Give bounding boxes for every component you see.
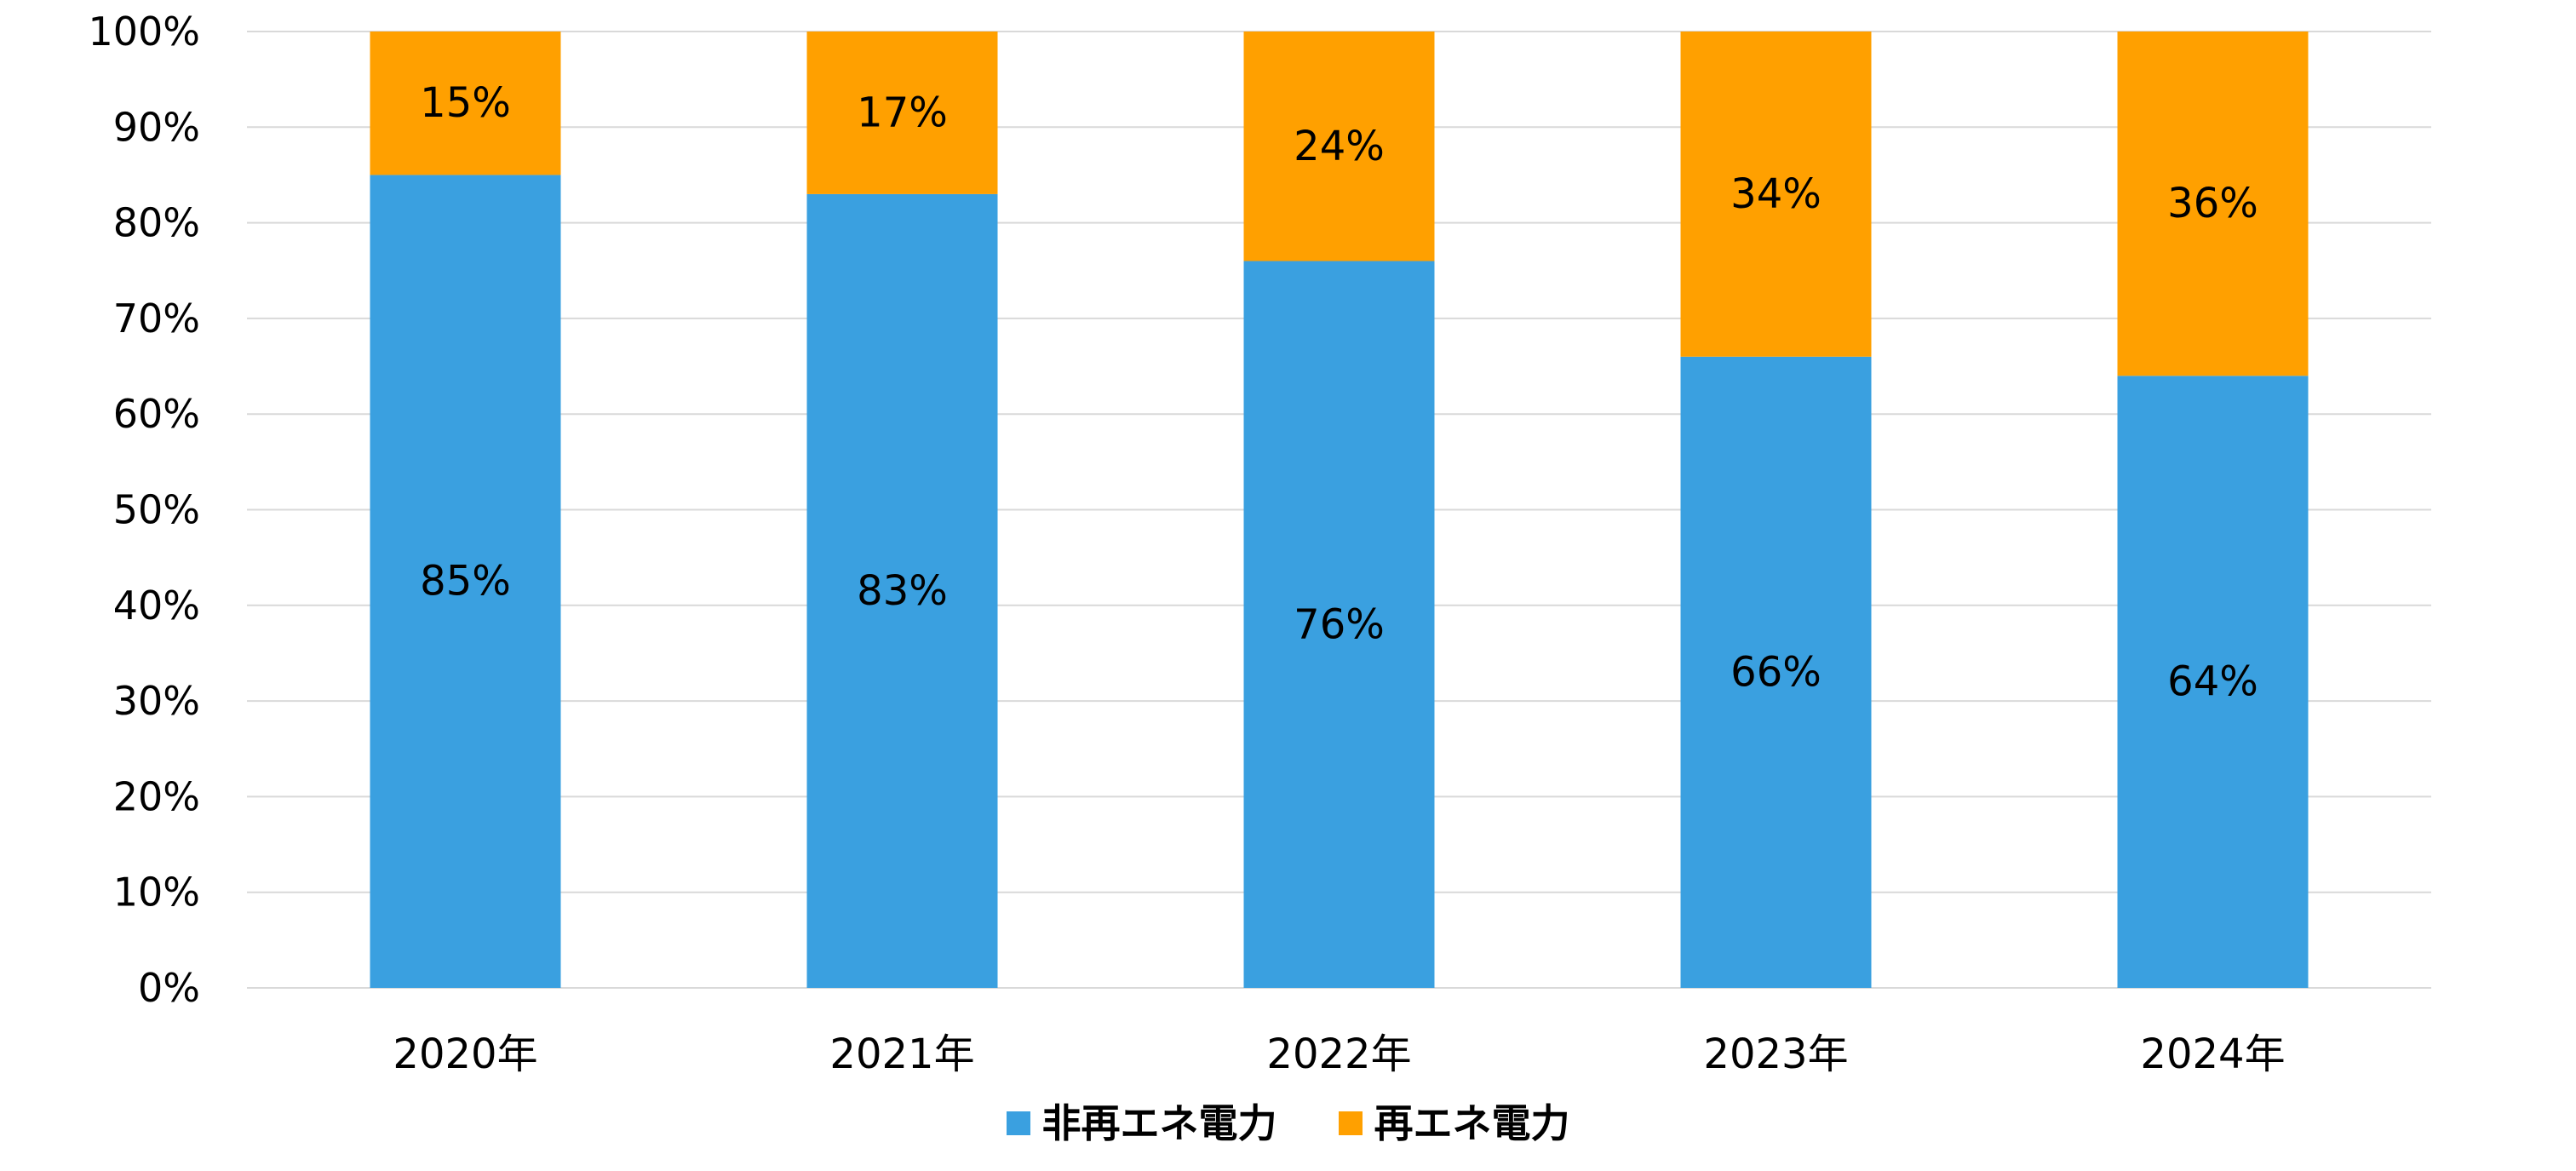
y-tick-label: 50%: [113, 487, 200, 533]
y-tick-label: 70%: [113, 296, 200, 342]
bar-segment-non-renewable: [806, 193, 998, 988]
legend-swatch-renewable: [1338, 1111, 1363, 1135]
bar-segment-non-renewable: [370, 175, 561, 988]
bar-data-labels: 85% 15% 83% 17% 76% 24% 66% 34% 64% 36%: [420, 79, 2258, 705]
y-tick-label: 60%: [113, 391, 200, 437]
bar-segment-non-renewable: [1680, 356, 1872, 988]
bar-segment-non-renewable: [2117, 376, 2309, 988]
legend-label-renewable: 再エネ電力: [1374, 1100, 1570, 1146]
y-tick-label: 30%: [113, 678, 200, 724]
bar-segment-renewable: [370, 32, 561, 175]
y-axis-tick-labels: 0% 10% 20% 30% 40% 50% 60% 70% 80% 90% 100%: [88, 9, 200, 1011]
bar-segment-non-renewable: [1243, 261, 1435, 988]
bars: [370, 32, 2309, 988]
bar-data-label: 64%: [2167, 658, 2258, 706]
legend-label-non-renewable: 非再エネ電力: [1041, 1100, 1277, 1146]
x-tick-label: 2020年: [393, 1030, 537, 1078]
bar-data-label: 15%: [420, 79, 511, 127]
y-tick-label: 80%: [113, 200, 200, 246]
bar-data-label: 76%: [1294, 600, 1385, 648]
bar-segment-renewable: [1243, 32, 1435, 261]
legend-item-non-renewable[interactable]: 非再エネ電力: [1006, 1100, 1277, 1146]
bar-data-label: 85%: [420, 558, 511, 606]
bar-data-label: 66%: [1730, 648, 1822, 696]
bar-segment-renewable: [806, 32, 998, 194]
bar-data-label: 17%: [857, 89, 948, 136]
x-tick-label: 2024年: [2140, 1030, 2285, 1078]
y-tick-label: 40%: [113, 583, 200, 629]
y-tick-label: 0%: [138, 965, 200, 1011]
legend: 非再エネ電力 再エネ電力: [0, 1104, 2576, 1143]
y-tick-label: 100%: [88, 9, 200, 55]
x-tick-label: 2023年: [1703, 1030, 1848, 1078]
bar-data-label: 83%: [857, 567, 948, 615]
y-tick-label: 10%: [113, 870, 200, 916]
x-tick-label: 2022年: [1266, 1030, 1411, 1078]
legend-swatch-non-renewable: [1006, 1111, 1030, 1135]
y-tick-label: 90%: [113, 104, 200, 150]
legend-item-renewable[interactable]: 再エネ電力: [1338, 1100, 1570, 1146]
bar-data-label: 36%: [2167, 180, 2258, 227]
bar-segment-renewable: [1680, 32, 1872, 357]
x-axis-tick-labels: 2020年 2021年 2022年 2023年 2024年: [393, 1030, 2285, 1078]
y-tick-label: 20%: [113, 773, 200, 819]
bar-segment-renewable: [2117, 32, 2309, 376]
bar-data-label: 24%: [1294, 123, 1385, 170]
bar-data-label: 34%: [1730, 170, 1822, 218]
x-tick-label: 2021年: [829, 1030, 974, 1078]
